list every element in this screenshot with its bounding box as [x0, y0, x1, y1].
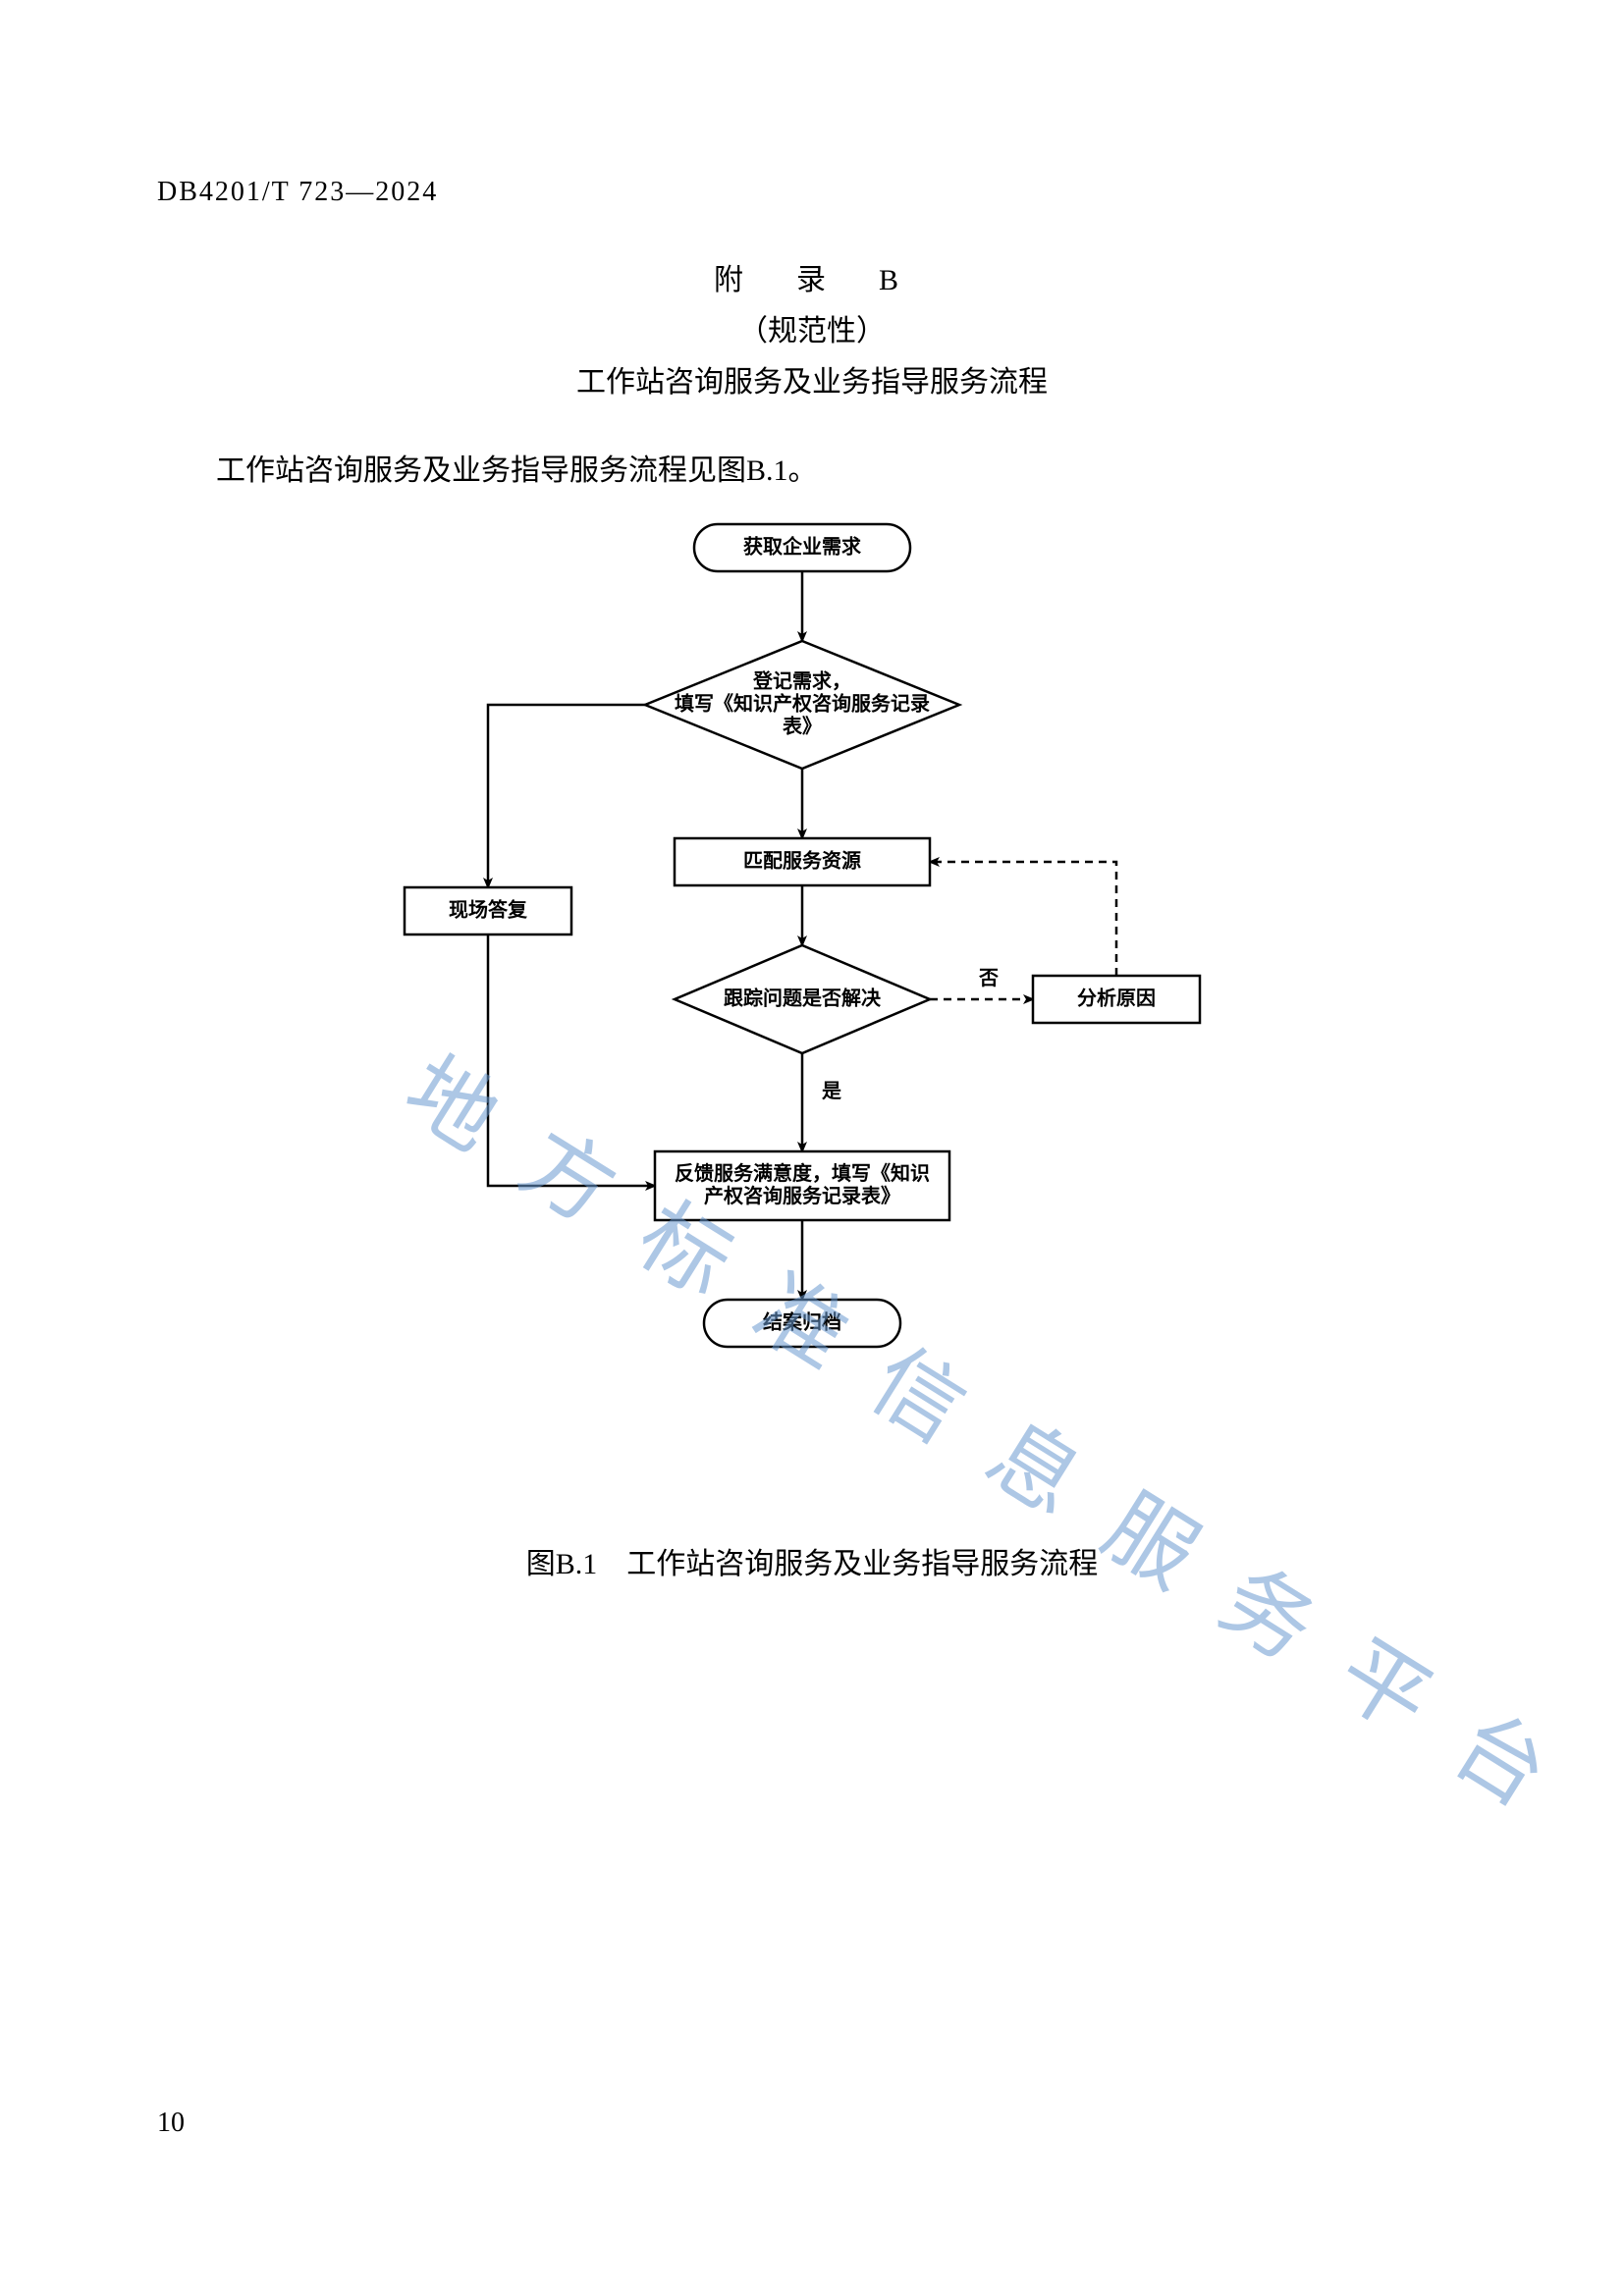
node-label: 跟踪问题是否解决 — [724, 986, 882, 1009]
node-label: 填写《知识产权咨询服务记录 — [675, 691, 930, 715]
node-label: 产权咨询服务记录表》 — [704, 1184, 900, 1207]
intro-paragraph: 工作站咨询服务及业务指导服务流程见图B.1。 — [157, 446, 1467, 489]
node-label: 表》 — [783, 714, 822, 737]
node-label: 分析原因 — [1077, 987, 1156, 1009]
flowchart-diagram: 是 否 获取企业需求登记需求，填写《知识产权咨询服务记录表》匹配服务资源跟踪问题是否… — [370, 518, 1254, 1500]
node-label: 现场答复 — [449, 897, 528, 921]
node-label: 结案归档 — [763, 1309, 841, 1333]
node-label: 反馈服务满意度，填写《知识 — [675, 1161, 930, 1185]
node-label: 匹配服务资源 — [743, 848, 861, 872]
edge-label: 是 — [821, 1080, 841, 1102]
edge-label: 否 — [978, 968, 999, 989]
appendix-label: 附 录 B — [157, 257, 1467, 304]
normative-label: （规范性） — [157, 308, 1467, 355]
page-number: 10 — [157, 2108, 185, 2139]
section-title: 工作站咨询服务及业务指导服务流程 — [157, 359, 1467, 406]
flow-edge — [488, 934, 655, 1186]
flowchart-container: 是 否 获取企业需求登记需求，填写《知识产权咨询服务记录表》匹配服务资源跟踪问题是否… — [157, 518, 1467, 1500]
figure-caption: 图B.1 工作站咨询服务及业务指导服务流程 — [157, 1539, 1467, 1582]
node-label: 登记需求， — [752, 668, 851, 692]
flow-edge — [488, 705, 645, 887]
document-code: DB4201/T 723—2024 — [157, 177, 1467, 208]
flow-edge — [930, 862, 1116, 976]
node-label: 获取企业需求 — [743, 534, 862, 558]
appendix-header: 附 录 B （规范性） 工作站咨询服务及业务指导服务流程 — [157, 257, 1467, 406]
